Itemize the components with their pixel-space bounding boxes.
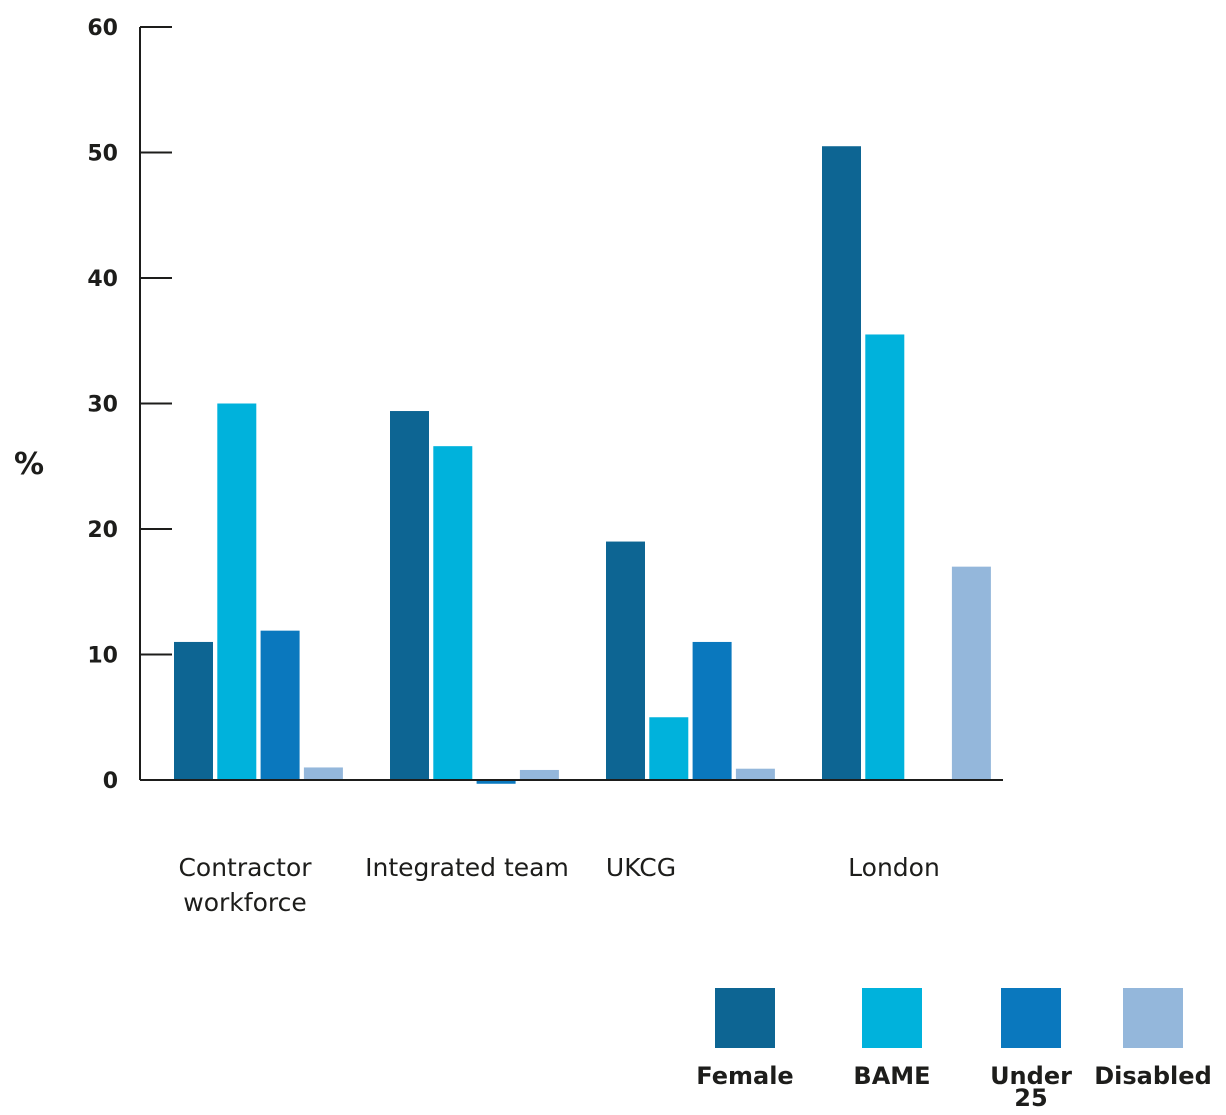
- legend-swatch-female: [715, 988, 775, 1048]
- bar-female: [174, 641, 213, 780]
- bar-disabled: [303, 767, 343, 780]
- legend-swatch-bame: [862, 988, 922, 1048]
- bar-bame: [649, 717, 689, 780]
- y-tick-label: 30: [87, 393, 118, 418]
- category-labels: Contractor workforce Integrated team UKCG Lo…: [178, 853, 939, 917]
- legend-label: Disabled: [1094, 1062, 1212, 1090]
- legend-swatch-under-25: [1001, 988, 1061, 1048]
- y-tick-label: 0: [103, 769, 118, 794]
- bar-disabled: [951, 566, 991, 780]
- legend-swatch-disabled: [1123, 988, 1183, 1048]
- bar-bame: [433, 446, 473, 780]
- legend: Female BAME Under 25 Disabled: [696, 988, 1212, 1112]
- bar-disabled: [735, 768, 775, 780]
- bar-under-25: [692, 641, 732, 780]
- y-axis-label: %: [14, 447, 44, 482]
- legend-label: BAME: [853, 1062, 930, 1090]
- bar-female: [606, 541, 645, 780]
- y-tick-label: 10: [87, 644, 118, 669]
- y-tick-label: 60: [87, 16, 118, 41]
- bars: [174, 146, 991, 784]
- x-tick-label: UKCG: [606, 853, 676, 882]
- x-tick-label: London: [848, 853, 940, 882]
- bar-bame: [217, 403, 257, 780]
- bar-under-25: [260, 630, 300, 780]
- y-tick-label: 40: [87, 267, 118, 292]
- bar-female: [390, 411, 429, 780]
- y-tick-label: 20: [87, 518, 118, 543]
- bar-bame: [865, 334, 905, 780]
- bar-disabled: [519, 769, 559, 780]
- y-tick-label: 50: [87, 142, 118, 167]
- x-tick-label: Integrated team: [365, 853, 569, 882]
- bar-female: [822, 146, 861, 781]
- legend-label: Female: [696, 1062, 793, 1090]
- bar-under-25: [476, 780, 516, 784]
- x-tick-label: Contractor workforce: [178, 853, 312, 917]
- legend-label: Under 25: [990, 1062, 1072, 1112]
- y-axis: 0 10 20 30 40 50 60: [87, 16, 172, 794]
